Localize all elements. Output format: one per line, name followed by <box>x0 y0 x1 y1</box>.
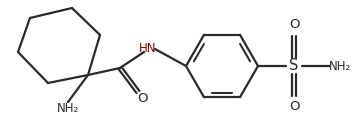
Text: NH₂: NH₂ <box>329 59 351 72</box>
Text: S: S <box>289 59 299 74</box>
Text: HN: HN <box>139 41 157 55</box>
Text: O: O <box>289 18 299 32</box>
Text: NH₂: NH₂ <box>57 103 79 115</box>
Text: O: O <box>289 101 299 113</box>
Text: O: O <box>137 92 147 105</box>
